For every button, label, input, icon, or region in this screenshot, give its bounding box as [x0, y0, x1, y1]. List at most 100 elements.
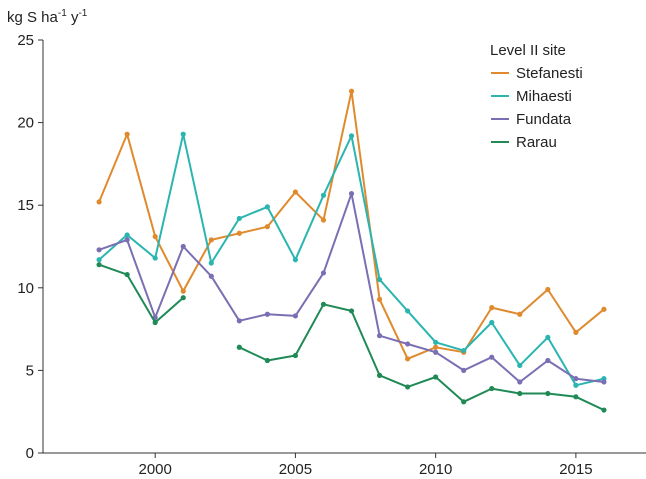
y-tick-label: 5: [26, 362, 34, 379]
data-point: [376, 333, 383, 339]
data-point: [461, 347, 467, 354]
data-point: [264, 311, 270, 317]
data-point: [320, 217, 327, 223]
data-point: [124, 232, 130, 238]
data-point: [236, 230, 242, 236]
legend-label: Fundata: [516, 111, 572, 128]
data-point: [152, 255, 158, 261]
x-tick-label: 2005: [279, 461, 312, 478]
data-point: [264, 224, 270, 230]
data-point: [264, 204, 270, 210]
legend-label: Stefanesti: [516, 65, 583, 82]
data-point: [601, 407, 607, 413]
y-axis-label-base: kg S ha: [7, 9, 59, 26]
series-line: [98, 192, 605, 383]
data-point: [573, 394, 579, 400]
data-point: [96, 262, 102, 268]
data-point: [96, 247, 102, 253]
data-point: [545, 357, 551, 364]
data-point: [236, 318, 242, 324]
data-point: [461, 367, 467, 373]
x-tick-label: 2000: [138, 461, 171, 478]
data-point: [405, 308, 411, 314]
data-point: [545, 334, 551, 340]
data-point: [124, 131, 130, 137]
series-rarau: [96, 262, 607, 413]
series-fundata: [96, 191, 607, 385]
y-axis-label-exp1: -1: [58, 8, 67, 19]
y-tick-label: 20: [17, 115, 34, 132]
data-point: [405, 384, 411, 390]
data-point: [433, 339, 439, 345]
data-point: [461, 399, 467, 405]
y-axis-label-exp2: -1: [78, 8, 87, 19]
y-axis-label-mid: y: [67, 9, 79, 26]
data-point: [601, 379, 607, 385]
y-tick-label: 15: [17, 197, 34, 214]
axes: 0 5 10 15 20 25 2000 2005 2010 2015: [17, 32, 646, 478]
data-point: [180, 131, 186, 137]
data-point: [376, 296, 383, 302]
data-point: [517, 311, 523, 317]
data-point: [292, 189, 299, 195]
series-line: [98, 133, 605, 387]
data-point: [236, 344, 242, 350]
data-point: [124, 271, 130, 278]
y-tick-label: 25: [17, 32, 34, 49]
data-point: [573, 329, 579, 336]
y-tick-label: 10: [17, 280, 34, 297]
legend-title: Level II site: [490, 42, 566, 59]
data-point: [180, 295, 186, 301]
data-point: [376, 276, 383, 283]
data-point: [405, 356, 411, 362]
data-point: [320, 301, 327, 307]
data-point: [96, 257, 102, 263]
legend: Level II site Stefanesti Mihaesti Fundata R…: [490, 42, 583, 151]
data-point: [208, 260, 214, 266]
data-point: [152, 319, 158, 326]
y-tick-label: 0: [26, 445, 34, 462]
data-point: [124, 237, 130, 243]
series-stefanesti: [96, 88, 607, 362]
data-point: [433, 344, 439, 350]
data-point: [517, 390, 523, 397]
data-point: [208, 273, 214, 279]
data-point: [433, 374, 439, 380]
data-point: [517, 362, 523, 369]
data-point: [489, 385, 495, 392]
x-tick-label: 2015: [559, 461, 592, 478]
data-point: [180, 288, 186, 294]
x-tick-label: 2010: [419, 461, 452, 478]
data-point: [573, 382, 579, 388]
data-point: [320, 192, 327, 198]
data-point: [180, 243, 186, 250]
data-point: [348, 308, 355, 314]
series-line: [98, 90, 605, 360]
series-mihaesti: [96, 131, 607, 388]
data-point: [320, 270, 327, 276]
series-layer: [96, 88, 607, 413]
data-point: [545, 390, 551, 397]
data-point: [489, 354, 495, 360]
data-point: [348, 88, 355, 94]
data-point: [517, 379, 523, 385]
data-point: [236, 215, 242, 222]
data-point: [292, 352, 299, 359]
data-point: [405, 341, 411, 347]
data-point: [376, 372, 383, 378]
series-line: [238, 303, 605, 411]
data-point: [292, 257, 299, 263]
data-point: [573, 376, 579, 382]
data-point: [545, 286, 551, 293]
data-point: [348, 191, 355, 197]
data-point: [489, 319, 495, 326]
legend-label: Mihaesti: [516, 88, 572, 105]
data-point: [489, 305, 495, 311]
data-point: [264, 357, 270, 364]
data-point: [152, 233, 158, 240]
series-line: [98, 263, 184, 324]
data-point: [348, 133, 355, 139]
legend-label: Rarau: [516, 134, 557, 151]
data-point: [601, 306, 607, 312]
